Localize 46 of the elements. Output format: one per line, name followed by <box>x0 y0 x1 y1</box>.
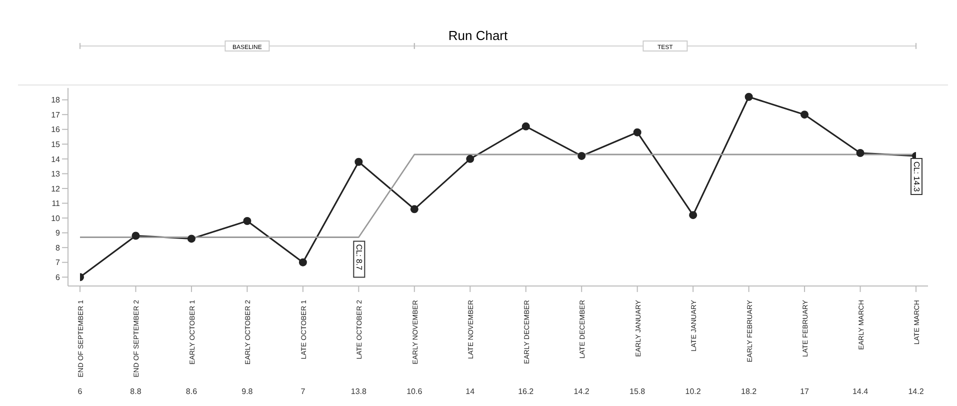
data-label: 15.8 <box>630 387 646 396</box>
data-label: 17 <box>800 387 810 396</box>
y-tick-label: 17 <box>51 110 61 120</box>
data-label: 14.4 <box>852 387 869 396</box>
point <box>856 149 864 158</box>
data-label: 13.8 <box>350 387 367 396</box>
data-label: 14.2 <box>908 387 924 396</box>
data-label: 10.2 <box>685 387 702 396</box>
y-tick-label: 18 <box>51 96 61 105</box>
data-label: 14 <box>466 387 476 396</box>
data-label: 7 <box>300 387 306 396</box>
point <box>466 154 474 163</box>
data-label: 8.8 <box>130 387 142 396</box>
y-tick-label: 7 <box>56 258 61 268</box>
y-tick-label: 9 <box>56 228 61 238</box>
annotation: CL: 8.7 <box>354 244 364 271</box>
point <box>410 205 418 214</box>
y-tick-label: 15 <box>51 140 61 149</box>
point <box>744 92 753 101</box>
point <box>298 258 307 266</box>
y-tick-label: 11 <box>52 199 61 208</box>
point <box>578 152 586 160</box>
y-tick-label: 14 <box>51 154 61 164</box>
point <box>187 234 196 243</box>
y-tick-label: 12 <box>51 184 61 194</box>
data-label: 8.6 <box>186 387 198 396</box>
point <box>522 122 530 130</box>
y-tick-label: 16 <box>51 125 61 134</box>
point <box>633 128 642 136</box>
point <box>354 158 363 166</box>
y-tick-label: 8 <box>56 243 61 252</box>
data-label: 9.8 <box>242 387 254 396</box>
y-tick-label: 10 <box>51 214 61 223</box>
data-label: 10.6 <box>406 387 423 396</box>
point <box>132 232 140 240</box>
point <box>800 110 809 119</box>
data-label: 16.2 <box>518 387 534 396</box>
annotation: CL: 14.3 <box>912 161 921 192</box>
point <box>243 216 252 225</box>
y-tick-label: 13 <box>51 170 61 179</box>
data-label: 14.2 <box>574 387 590 396</box>
y-tick-label: 6 <box>56 272 61 282</box>
data-label: 18.2 <box>741 387 758 396</box>
data-label: 6 <box>78 387 83 396</box>
chart-title: Run Chart <box>447 28 509 43</box>
point <box>689 211 698 220</box>
